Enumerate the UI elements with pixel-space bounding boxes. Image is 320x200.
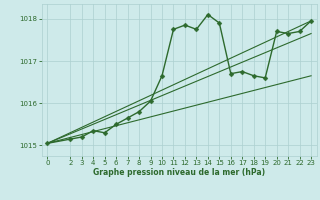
X-axis label: Graphe pression niveau de la mer (hPa): Graphe pression niveau de la mer (hPa) xyxy=(93,168,265,177)
